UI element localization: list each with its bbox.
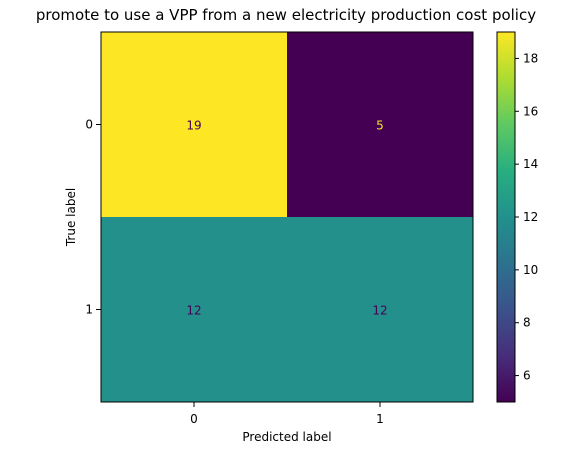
- colorbar-ticks: 6 8 10 12 14 16 18: [515, 51, 538, 383]
- matrix-cell: [101, 217, 287, 402]
- colorbar-tick-label: 12: [523, 210, 538, 224]
- matrix-cells: [101, 32, 473, 402]
- colorbar-tick-label: 8: [523, 316, 531, 330]
- colorbar-tick-label: 18: [523, 51, 538, 65]
- matrix-cell-labels: 19 12 5 12: [186, 119, 387, 318]
- colorbar: [496, 31, 516, 403]
- x-axis-label: Predicted label: [242, 430, 331, 444]
- y-axis-label: True label: [64, 188, 78, 247]
- colorbar-tick-label: 6: [523, 369, 531, 383]
- cell-value-label: 12: [186, 304, 201, 318]
- y-tick-label: 0: [85, 118, 93, 132]
- colorbar-tick-label: 16: [523, 104, 538, 118]
- cell-value-label: 19: [186, 119, 201, 133]
- matrix-cell: [101, 32, 287, 217]
- y-axis-ticks: 01: [85, 118, 101, 317]
- cell-value-label: 12: [372, 304, 387, 318]
- colorbar-tick-label: 10: [523, 263, 538, 277]
- colorbar-tick-label: 14: [523, 157, 538, 171]
- x-tick-label: 0: [190, 412, 198, 426]
- chart-title: promote to use a VPP from a new electric…: [36, 6, 536, 24]
- matrix-frame: [100, 31, 474, 403]
- x-tick-label: 1: [376, 412, 384, 426]
- cell-value-label: 5: [376, 119, 384, 133]
- matrix-cell: [287, 217, 473, 402]
- matrix-cell: [287, 32, 473, 217]
- y-tick-label: 1: [85, 303, 93, 317]
